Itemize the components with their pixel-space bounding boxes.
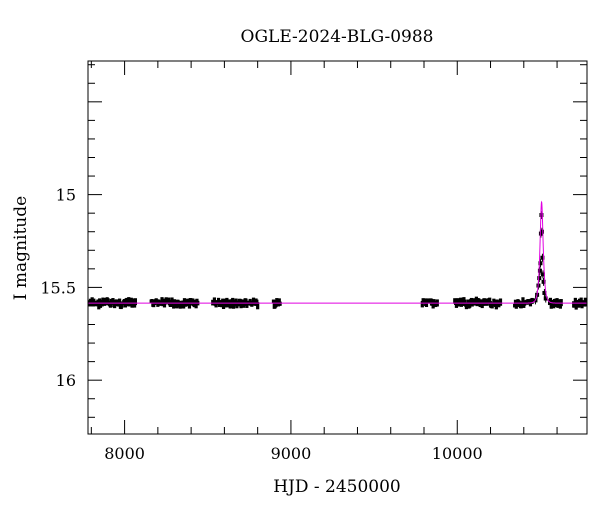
data-point — [528, 302, 533, 307]
x-tick-label: 9000 — [271, 444, 312, 463]
data-point — [585, 298, 587, 305]
data-point — [488, 297, 492, 304]
data-point — [111, 298, 115, 304]
data-point — [256, 302, 260, 310]
data-point — [540, 255, 545, 260]
data-point — [97, 301, 101, 310]
data-point — [131, 298, 135, 303]
data-point — [577, 298, 582, 304]
data-point — [113, 303, 117, 309]
data-point — [491, 302, 495, 307]
data-point — [578, 302, 582, 307]
data-point — [98, 298, 102, 304]
data-point — [251, 297, 256, 304]
data-point — [574, 302, 578, 310]
y-tick-label: 15 — [56, 186, 76, 205]
data-point — [572, 304, 577, 308]
plot-area — [88, 200, 587, 310]
data-point — [420, 300, 424, 308]
data-point — [116, 299, 120, 305]
data-point — [537, 268, 542, 273]
axis-ticks: 8000 9000 10000 15 15.5 16 — [40, 61, 587, 463]
data-point — [541, 279, 546, 284]
chart-title: OGLE-2024-BLG-0988 — [241, 27, 434, 47]
data-point — [133, 298, 138, 306]
data-point — [498, 298, 503, 306]
data-point — [530, 297, 534, 304]
data-point — [96, 299, 100, 304]
data-point — [466, 299, 470, 305]
data-point — [152, 302, 156, 308]
data-point — [253, 301, 257, 306]
data-point — [513, 303, 517, 308]
plot-frame — [87, 60, 588, 435]
data-point — [157, 299, 161, 304]
data-point — [90, 297, 94, 305]
data-point — [241, 302, 246, 308]
data-point — [98, 303, 103, 308]
data-point — [193, 299, 197, 305]
data-point — [478, 303, 483, 308]
data-point — [573, 297, 577, 304]
data-point — [484, 298, 488, 305]
data-point — [192, 302, 197, 308]
data-point — [214, 303, 218, 308]
data-point — [275, 298, 279, 303]
x-axis-label: HJD - 2450000 — [273, 477, 401, 497]
data-point — [236, 301, 241, 307]
data-point — [579, 297, 583, 305]
x-tick-label: 10000 — [432, 444, 483, 463]
model-curve — [88, 200, 587, 304]
data-point — [129, 297, 133, 305]
data-point — [495, 299, 499, 304]
data-point — [543, 296, 548, 301]
data-point — [553, 298, 557, 303]
data-point — [539, 213, 544, 218]
data-point — [520, 301, 524, 308]
data-point — [458, 297, 463, 304]
data-point — [130, 303, 134, 308]
data-point — [155, 299, 159, 305]
data-point — [559, 299, 563, 307]
data-point — [216, 297, 221, 305]
y-tick-label: 15.5 — [40, 278, 76, 297]
data-point — [465, 303, 469, 308]
data-point — [538, 261, 543, 266]
data-point — [182, 302, 186, 309]
data-point — [537, 276, 542, 281]
data-point — [278, 301, 282, 306]
y-tick-label: 16 — [56, 371, 76, 390]
data-point — [522, 303, 526, 308]
data-point — [539, 229, 544, 234]
data-point — [583, 297, 587, 305]
data-point — [227, 300, 231, 305]
data-point — [125, 297, 129, 303]
data-point — [92, 298, 96, 306]
data-point — [194, 302, 198, 309]
data-point — [521, 297, 525, 305]
data-point — [575, 299, 579, 304]
data-point — [548, 297, 553, 304]
data-point — [187, 300, 191, 304]
x-tick-label: 8000 — [104, 444, 145, 463]
data-point — [459, 301, 464, 307]
data-point — [542, 290, 547, 295]
data-point — [223, 302, 227, 308]
data-point — [231, 302, 236, 309]
data-point — [456, 298, 460, 304]
data-point — [170, 297, 174, 305]
data-point — [540, 272, 545, 277]
data-point — [156, 302, 160, 307]
data-point — [577, 300, 581, 308]
data-point — [552, 302, 556, 309]
data-point — [231, 297, 235, 305]
data-point — [187, 302, 192, 309]
data-point — [108, 301, 113, 308]
data-point — [481, 302, 485, 306]
data-point — [494, 302, 498, 310]
data-point — [234, 298, 238, 304]
data-point — [474, 296, 478, 305]
y-axis-label: I magnitude — [11, 196, 31, 300]
